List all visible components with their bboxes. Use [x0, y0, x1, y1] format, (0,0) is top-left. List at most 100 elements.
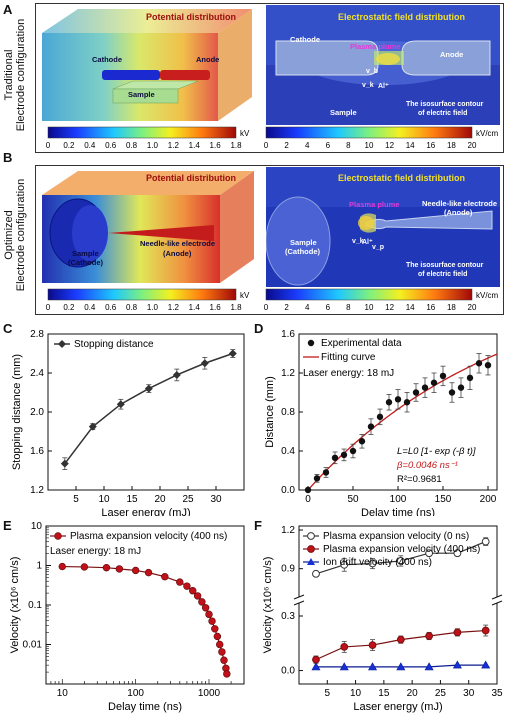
x-tick-label: 10: [57, 688, 69, 699]
panel-a-right-colorbar-unit: kV/cm: [476, 129, 499, 138]
panel-b-right-needle-2: (Anode): [444, 208, 473, 217]
data-point-ion: [339, 662, 349, 671]
data-point-0ns: [425, 549, 434, 558]
panel-a-field-image: [266, 5, 500, 125]
legend-label: Stopping distance: [74, 339, 154, 350]
data-point: [102, 563, 111, 572]
data-point-0ns: [312, 569, 320, 578]
panel-a-left-title: Potential distribution: [146, 12, 236, 22]
data-point: [228, 349, 237, 358]
panel-b-right-colorbar-tick-label: 20: [468, 303, 477, 312]
y-axis-label: Velocity (x10⁶ cm/s): [9, 557, 21, 654]
data-point: [211, 625, 219, 633]
data-point: [176, 578, 184, 586]
panel-a-isosurface-1: The isosurface contour: [406, 101, 484, 108]
data-point-0ns: [453, 549, 462, 558]
data-point-400ns: [425, 632, 434, 640]
y-tick-label: 2.0: [30, 407, 44, 418]
panel-a-right-colorbar-tick-label: 14: [406, 141, 415, 150]
data-point: [466, 374, 474, 382]
data-point-400ns: [481, 626, 490, 635]
panel-a-right-title: Electrostatic field distribution: [338, 12, 466, 22]
panel-b-left-colorbar-unit: kV: [240, 291, 250, 300]
y-tick-label: 1.2: [281, 525, 295, 536]
x-axis-label: Laser energy (mJ): [101, 507, 190, 516]
panel-a-right-sample: Sample: [330, 108, 357, 117]
panel-a-right-colorbar-tick-label: 20: [468, 141, 477, 150]
panel-a-right-colorbar-tick-label: 16: [426, 141, 435, 150]
legend-label-0ns: Plasma expansion velocity (0 ns): [323, 531, 469, 542]
panel-a-left-colorbar-tick-label: 0.6: [105, 141, 117, 150]
panel-letter-b: B: [3, 150, 13, 165]
annotation-formula: L=L0 [1- exp (-β t)]: [397, 446, 476, 457]
panel-a-right-anode: Anode: [440, 50, 464, 59]
x-tick-label: 35: [491, 688, 503, 699]
panel-letter-a: A: [3, 2, 13, 17]
panel-b-left-colorbar-tick-label: 1.2: [168, 303, 180, 312]
data-point-ion: [452, 660, 462, 669]
data-point: [304, 486, 312, 494]
x-tick-label: 5: [73, 494, 79, 505]
panel-b-right-colorbar-tick-label: 4: [305, 303, 310, 312]
axis-break-mark: [491, 594, 503, 600]
x-tick-label: 25: [182, 494, 194, 505]
axis-break-gap: [295, 597, 303, 603]
data-point: [376, 413, 384, 421]
y-axis-label: Velocity (x10⁶ cm/s): [262, 557, 274, 654]
data-point: [161, 573, 169, 581]
data-point: [218, 648, 226, 656]
panel-b-right-title: Electrostatic field distribution: [338, 173, 466, 183]
data-point: [183, 582, 191, 590]
panel-b-right-colorbar-tick-label: 2: [284, 303, 289, 312]
annotation-laser-energy: Laser energy: 18 mJ: [303, 368, 394, 379]
data-point: [88, 422, 97, 431]
chart-d: 0 50 100 150 200 0.0 0.4 0.8 1.2 1.6 Delay time (n…: [264, 329, 498, 516]
panel-a-right-colorbar-tick-label: 18: [447, 141, 456, 150]
data-point: [385, 399, 393, 406]
data-point: [144, 568, 153, 577]
panel-b-right-colorbar: 0 2 4 6 8 10 12 14 16 18 20 kV/cm: [264, 288, 499, 312]
x-tick-label: 20: [407, 688, 419, 699]
data-point: [172, 370, 181, 379]
x-tick-label: 10: [98, 494, 110, 505]
data-point: [131, 566, 140, 575]
annotation-r2: R²=0.9681: [397, 474, 442, 485]
data-point: [208, 617, 216, 625]
panel-a-left-colorbar-tick-label: 1.4: [189, 141, 201, 150]
x-tick-label: 15: [378, 688, 390, 699]
panel-b-needle-1: Needle-like electrode: [140, 239, 216, 248]
y-tick-label: 0.01: [23, 640, 43, 651]
panel-a-left-colorbar-tick-label: 1.8: [230, 141, 242, 150]
panel-a-plasma-plume: Plasma plume: [350, 42, 401, 51]
legend-marker-0ns: [307, 532, 315, 540]
data-point-400ns: [312, 655, 320, 664]
panel-b-right-colorbar-tick-label: 8: [346, 303, 351, 312]
x-tick-label: 0: [305, 494, 311, 505]
x-tick-label: 150: [435, 494, 452, 505]
y-tick-label: 1.2: [30, 485, 44, 496]
panel-a-anode-label: Anode: [196, 55, 220, 64]
data-point: [430, 379, 438, 386]
panel-b-vp: v_p: [372, 244, 385, 251]
legend-marker-ion: [307, 558, 315, 565]
y-tick-label: 0.0: [281, 666, 295, 677]
x-tick-label: 200: [480, 494, 497, 505]
data-point-ion: [368, 662, 378, 671]
panel-a-right-cathode: Cathode: [290, 35, 320, 44]
y-tick-label: 1.6: [281, 329, 295, 340]
data-point: [205, 610, 213, 619]
data-point: [193, 592, 202, 600]
x-axis-label: Laser energy (mJ): [353, 701, 442, 713]
panel-a-right-colorbar-bar: [265, 126, 473, 139]
y-tick-label: 0.9: [281, 564, 295, 575]
panel-b-right-colorbar-bar: [265, 288, 473, 301]
panel-b-sample-1: Sample: [72, 249, 99, 258]
panel-a-left-colorbar: 0 0.2 0.4 0.6 0.8 1.0 1.2 1.4 1.6 1.8 kV: [46, 126, 250, 150]
panel-a-potential-image: [42, 9, 252, 121]
panel-a-left-colorbar-tick-label: 0.4: [84, 141, 96, 150]
data-point: [58, 562, 66, 571]
panel-b-right-colorbar-tick-label: 6: [326, 303, 331, 312]
data-point: [421, 384, 429, 391]
panel-a-right-colorbar-tick-label: 10: [365, 141, 374, 150]
panel-b-right-sample-2: (Cathode): [285, 247, 320, 256]
